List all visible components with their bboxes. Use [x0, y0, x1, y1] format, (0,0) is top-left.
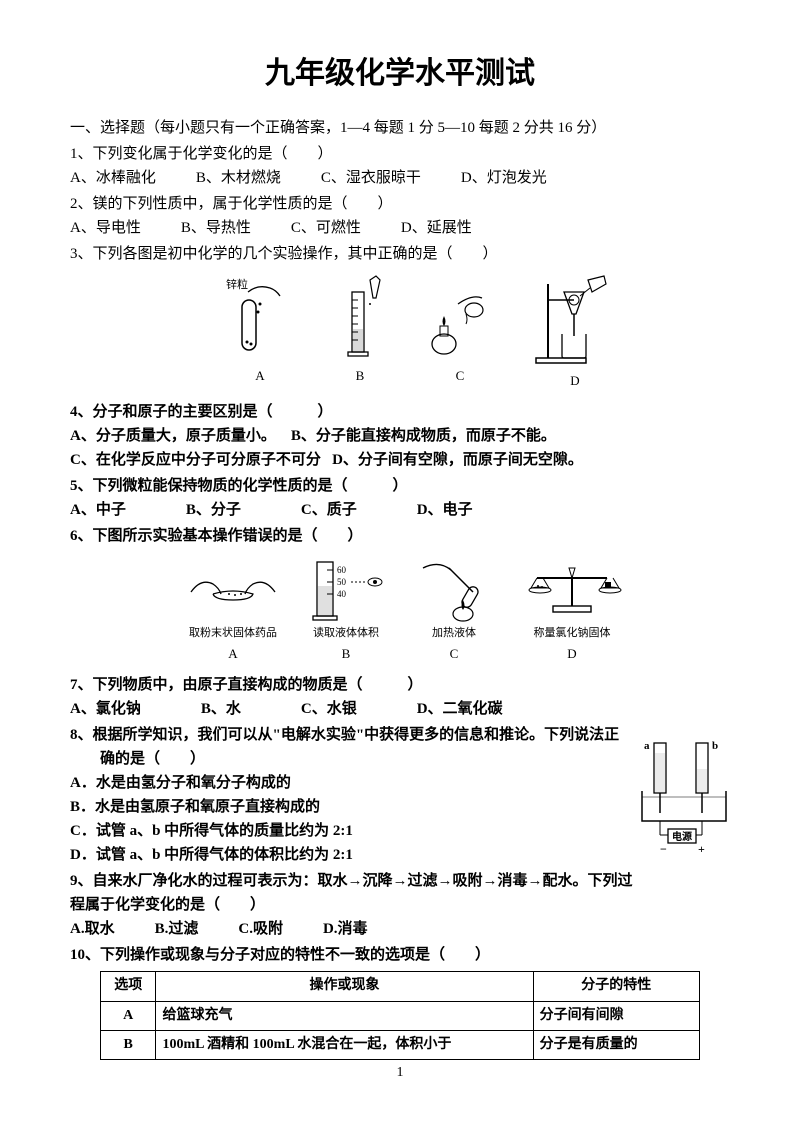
q1-opt-a: A、冰棒融化 [70, 166, 156, 190]
q3-fig-a: 锌粒 A [220, 274, 300, 392]
q1-opt-b: B、木材燃烧 [196, 166, 281, 190]
q7-opt-c: C、水银 [301, 697, 357, 721]
q3-label-b: B [356, 366, 365, 387]
q3-fig-d: D [530, 274, 620, 392]
q4-opt-c: C、在化学反应中分子可分原子不可分 [70, 452, 321, 468]
svg-text:50: 50 [337, 577, 347, 587]
q3-stem: 3、下列各图是初中化学的几个实验操作，其中正确的是（ ） [70, 242, 730, 266]
svg-text:b: b [712, 740, 718, 752]
q10-h1: 选项 [101, 972, 156, 1001]
table-row: A 给篮球充气 分子间有间隙 [101, 1001, 700, 1030]
q10-h2: 操作或现象 [156, 972, 533, 1001]
q6-label-d: D [567, 644, 576, 665]
svg-text:40: 40 [337, 589, 347, 599]
q9-stem-1: 9、自来水厂净化水的过程可表示为：取水→沉降→过滤→吸附→消毒→配水。下列过 [70, 869, 730, 893]
page-number: 1 [70, 1062, 730, 1084]
q6-fig-d: 称量氯化钠固体 D [517, 556, 627, 665]
q1-opt-d: D、灯泡发光 [461, 166, 547, 190]
q7-opt-b: B、水 [201, 697, 241, 721]
q4-stem: 4、分子和原子的主要区别是（ ） [70, 400, 730, 424]
q10-table: 选项 操作或现象 分子的特性 A 给篮球充气 分子间有间隙 B 100mL 酒精… [100, 971, 700, 1060]
q4-opt-a: A、分子质量大，原子质量小。 [70, 428, 276, 444]
q7-opt-d: D、二氧化碳 [417, 697, 503, 721]
svg-text:电源: 电源 [672, 830, 692, 843]
q3-figures: 锌粒 A B [110, 274, 730, 392]
question-8: 8、根据所学知识，我们可以从"电解水实验"中获得更多的信息和推论。下列说法正 确… [70, 723, 730, 867]
q8-electrolysis-diagram: a b 电源 − + [630, 735, 740, 863]
q1-opt-c: C、湿衣服晾干 [321, 166, 421, 190]
q6-fig-b: 60 50 40 读取液体体积 B [301, 556, 391, 665]
question-1: 1、下列变化属于化学变化的是（ ） A、冰棒融化 B、木材燃烧 C、湿衣服晾干 … [70, 142, 730, 190]
q10-b-prop: 分子是有质量的 [533, 1030, 699, 1059]
question-10: 10、下列操作或现象与分子对应的特性不一致的选项是（ ） 选项 操作或现象 分子… [70, 943, 730, 1060]
q7-stem: 7、下列物质中，由原子直接构成的物质是（ ） [70, 673, 730, 697]
zinc-label: 锌粒 [226, 277, 248, 291]
q3-fig-c: C [420, 274, 500, 392]
question-7: 7、下列物质中，由原子直接构成的物质是（ ） A、氯化钠 B、水 C、水银 D、… [70, 673, 730, 721]
q6-label-b: B [342, 644, 351, 665]
q2-opt-b: B、导热性 [181, 216, 251, 240]
q5-opt-d: D、电子 [417, 498, 473, 522]
table-row: 选项 操作或现象 分子的特性 [101, 972, 700, 1001]
q2-opt-c: C、可燃性 [291, 216, 361, 240]
q6-stem: 6、下图所示实验基本操作错误的是（ ） [70, 524, 730, 548]
q10-a-op: 给篮球充气 [156, 1001, 533, 1030]
svg-text:a: a [644, 740, 650, 752]
q9-stem-2: 程属于化学变化的是（ ） [70, 893, 730, 917]
question-4: 4、分子和原子的主要区别是（ ） A、分子质量大，原子质量小。 B、分子能直接构… [70, 400, 730, 472]
table-row: B 100mL 酒精和 100mL 水混合在一起，体积小于 分子是有质量的 [101, 1030, 700, 1059]
q6-fig-a: 取粉末状固体药品 A [183, 556, 283, 665]
section-header: 一、选择题（每小题只有一个正确答案，1—4 每题 1 分 5—10 每题 2 分… [70, 116, 730, 140]
q4-opt-b: B、分子能直接构成物质，而原子不能。 [291, 428, 556, 444]
q1-stem: 1、下列变化属于化学变化的是（ ） [70, 142, 730, 166]
q2-stem: 2、镁的下列性质中，属于化学性质的是（ ） [70, 192, 730, 216]
q10-b-op: 100mL 酒精和 100mL 水混合在一起，体积小于 [156, 1030, 533, 1059]
q6-fig-c: 加热液体 C [409, 556, 499, 665]
svg-text:+: + [698, 842, 705, 855]
question-5: 5、下列微粒能保持物质的化学性质的是（ ） A、中子 B、分子 C、质子 D、电… [70, 474, 730, 522]
q9-opt-c: C.吸附 [238, 917, 283, 941]
q10-h3: 分子的特性 [533, 972, 699, 1001]
svg-text:60: 60 [337, 565, 347, 575]
q5-opt-a: A、中子 [70, 498, 126, 522]
question-9: 9、自来水厂净化水的过程可表示为：取水→沉降→过滤→吸附→消毒→配水。下列过 程… [70, 869, 730, 941]
q10-b-opt: B [101, 1030, 156, 1059]
q6-cap-d: 称量氯化钠固体 [534, 625, 611, 643]
q10-a-opt: A [101, 1001, 156, 1030]
question-6: 6、下图所示实验基本操作错误的是（ ） 取粉末状固体药品 A 60 50 40 [70, 524, 730, 665]
question-3: 3、下列各图是初中化学的几个实验操作，其中正确的是（ ） 锌粒 A [70, 242, 730, 392]
page-title: 九年级化学水平测试 [70, 50, 730, 98]
q10-stem: 10、下列操作或现象与分子对应的特性不一致的选项是（ ） [70, 943, 730, 967]
q6-cap-b: 读取液体体积 [313, 625, 379, 643]
q5-stem: 5、下列微粒能保持物质的化学性质的是（ ） [70, 474, 730, 498]
q6-figures: 取粉末状固体药品 A 60 50 40 读取液体体积 B [80, 556, 730, 665]
q2-opt-a: A、导电性 [70, 216, 141, 240]
q3-label-a: A [255, 366, 264, 387]
q3-label-d: D [570, 371, 579, 392]
q5-opt-b: B、分子 [186, 498, 241, 522]
q4-opt-d: D、分子间有空隙，而原子间无空隙。 [332, 452, 583, 468]
q3-label-c: C [456, 366, 465, 387]
q9-opt-b: B.过滤 [155, 917, 199, 941]
svg-text:−: − [660, 842, 667, 855]
question-2: 2、镁的下列性质中，属于化学性质的是（ ） A、导电性 B、导热性 C、可燃性 … [70, 192, 730, 240]
q9-opt-a: A.取水 [70, 917, 115, 941]
q6-cap-a: 取粉末状固体药品 [189, 625, 277, 643]
q6-cap-c: 加热液体 [432, 625, 476, 643]
q7-opt-a: A、氯化钠 [70, 697, 141, 721]
q10-a-prop: 分子间有间隙 [533, 1001, 699, 1030]
q6-label-a: A [228, 644, 237, 665]
q2-opt-d: D、延展性 [401, 216, 472, 240]
q9-opt-d: D.消毒 [323, 917, 368, 941]
q5-opt-c: C、质子 [301, 498, 357, 522]
q6-label-c: C [450, 644, 459, 665]
q3-fig-b: B [330, 274, 390, 392]
